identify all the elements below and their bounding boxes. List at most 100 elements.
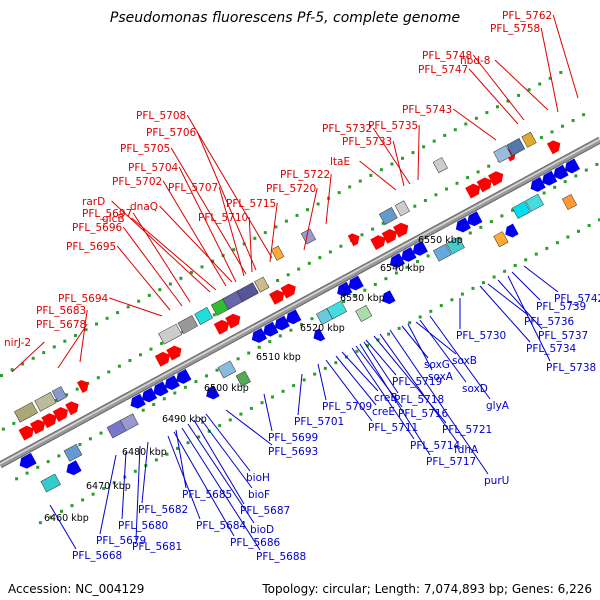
reverse-leader-line bbox=[511, 271, 541, 301]
label-leader-lines bbox=[11, 14, 579, 551]
reverse-gene-label: PFL_5719 bbox=[392, 376, 442, 388]
track-dot bbox=[286, 273, 290, 277]
accession-text: Accession: NC_004129 bbox=[8, 582, 145, 596]
track-dot bbox=[379, 168, 383, 172]
gene-feature bbox=[394, 200, 410, 217]
gene-feature bbox=[270, 245, 285, 261]
forward-leader-line bbox=[359, 160, 397, 191]
track-dot bbox=[369, 173, 373, 177]
track-dot bbox=[162, 397, 166, 401]
track-dot bbox=[373, 283, 377, 286]
track-dot bbox=[52, 345, 56, 349]
gene-block bbox=[355, 305, 373, 322]
track-dot bbox=[500, 214, 504, 218]
gene-block bbox=[63, 443, 83, 462]
gene-feature bbox=[512, 200, 531, 219]
scale-label: 6490 kbp bbox=[162, 414, 207, 425]
gene-arrow bbox=[313, 328, 326, 342]
track-dot bbox=[323, 366, 327, 370]
gene-block bbox=[51, 386, 67, 403]
track-dot bbox=[466, 176, 470, 180]
forward-leader-line bbox=[178, 166, 237, 283]
track-dot bbox=[384, 277, 388, 281]
gene-arrow bbox=[542, 170, 558, 186]
forward-gene-label: PFL_5704 bbox=[128, 162, 179, 174]
track-dot bbox=[316, 202, 320, 206]
gene-arrow bbox=[530, 176, 546, 192]
track-dot bbox=[274, 225, 278, 229]
gene-feature bbox=[561, 194, 578, 210]
reverse-leader-line bbox=[523, 265, 559, 293]
forward-gene-label: hbd-8 bbox=[460, 55, 490, 67]
track-dot bbox=[460, 292, 464, 296]
gene-feature bbox=[66, 460, 82, 476]
gene-feature bbox=[378, 207, 398, 225]
track-dot bbox=[91, 492, 95, 496]
track-dot bbox=[487, 164, 491, 168]
track-dot bbox=[95, 322, 98, 326]
track-dot bbox=[128, 359, 132, 362]
reverse-gene-label: PFL_5681 bbox=[132, 541, 182, 553]
track-dot bbox=[559, 71, 563, 74]
track-dot bbox=[78, 443, 82, 446]
track-dot bbox=[577, 229, 580, 233]
gene-block bbox=[446, 236, 465, 255]
track-dot bbox=[281, 389, 285, 393]
track-dot bbox=[257, 345, 261, 349]
reverse-gene-label: PFL_5738 bbox=[546, 362, 596, 374]
track-dot bbox=[197, 435, 201, 439]
track-dot bbox=[468, 231, 472, 235]
track-dot bbox=[152, 403, 156, 406]
track-dot bbox=[173, 391, 177, 395]
reverse-leader-line bbox=[401, 325, 429, 359]
track-dot bbox=[496, 105, 499, 109]
track-dot bbox=[73, 334, 77, 337]
gene-feature bbox=[164, 375, 180, 391]
track-dot bbox=[289, 328, 293, 332]
gene-feature bbox=[313, 328, 326, 342]
reverse-gene-label: PFL_5701 bbox=[294, 416, 344, 428]
forward-leader-line bbox=[186, 114, 273, 259]
track-dot bbox=[423, 199, 427, 202]
reverse-gene-label: PFL_5737 bbox=[538, 330, 588, 342]
track-dot bbox=[65, 393, 69, 397]
gene-arrow bbox=[19, 452, 37, 469]
track-dot bbox=[511, 208, 514, 212]
gene-arrow bbox=[251, 327, 268, 343]
reverse-leader-line bbox=[363, 341, 399, 394]
reverse-leader-line bbox=[497, 279, 543, 330]
forward-gene-label: PFL_5678 bbox=[36, 319, 86, 331]
track-dot bbox=[88, 437, 92, 441]
track-dot bbox=[339, 244, 343, 248]
track-dot bbox=[563, 180, 567, 184]
track-dot bbox=[476, 170, 480, 174]
track-dot bbox=[422, 145, 426, 149]
reverse-leader-line bbox=[225, 409, 273, 446]
reverse-leader-line bbox=[205, 413, 251, 472]
forward-leader-line bbox=[303, 187, 318, 251]
gene-feature bbox=[63, 443, 83, 462]
forward-leader-line bbox=[116, 245, 171, 311]
reverse-leader-line bbox=[141, 441, 149, 504]
track-dot bbox=[587, 224, 591, 227]
reverse-leader-line bbox=[407, 323, 433, 371]
track-dot bbox=[96, 376, 100, 380]
track-dot bbox=[492, 275, 496, 279]
track-dot bbox=[200, 265, 204, 269]
gene-arrow bbox=[153, 381, 169, 397]
track-dot bbox=[284, 219, 288, 223]
gene-arrow bbox=[465, 183, 481, 199]
reverse-gene-label: PFL_5711 bbox=[368, 422, 418, 434]
reverse-leader-line bbox=[379, 333, 459, 444]
gene-block bbox=[194, 307, 213, 325]
track-dot bbox=[307, 261, 311, 265]
gene-block bbox=[119, 413, 139, 432]
gene-feature bbox=[176, 368, 192, 384]
track-dot bbox=[553, 185, 557, 189]
track-dot bbox=[57, 454, 61, 458]
track-dot bbox=[239, 412, 243, 416]
reverse-gene-label: soxB bbox=[452, 355, 477, 367]
forward-leader-line bbox=[131, 217, 217, 291]
gene-arrow bbox=[176, 368, 192, 384]
gene-block bbox=[394, 200, 410, 217]
